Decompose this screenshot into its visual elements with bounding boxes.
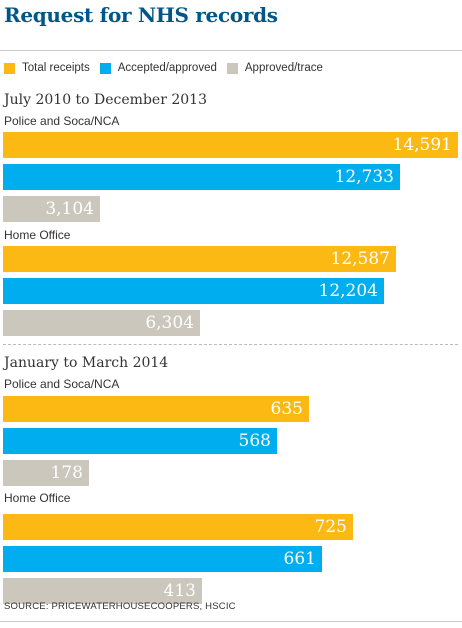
bar-total-receipts-home-office: 725 xyxy=(3,514,353,540)
bar-value-label: 725 xyxy=(314,517,347,537)
source-note: SOURCE: PRICEWATERHOUSECOOPERS, HSCIC xyxy=(4,601,236,612)
chart-title: Request for NHS records xyxy=(4,3,278,27)
bottom-rule xyxy=(0,621,462,622)
legend: Total receipts Accepted/approved Approve… xyxy=(4,62,333,74)
period-title-2: January to March 2014 xyxy=(4,355,169,371)
bar-accepted-approved-police-and-soca-nca: 568 xyxy=(3,428,277,454)
group-label-home-office: Home Office xyxy=(4,228,71,242)
bar-value-label: 413 xyxy=(163,581,196,601)
bar-value-label: 178 xyxy=(50,463,83,483)
bar-accepted-approved-home-office: 661 xyxy=(3,546,322,572)
group-label-home-office: Home Office xyxy=(4,491,71,505)
bar-value-label: 12,733 xyxy=(334,167,394,187)
bar-value-label: 635 xyxy=(270,399,303,419)
legend-swatch-approved-trace xyxy=(226,62,238,74)
legend-item-approved-trace: Approved/trace xyxy=(226,62,323,74)
title-rule xyxy=(0,50,462,51)
bar-value-label: 12,204 xyxy=(318,281,378,301)
bar-value-label: 568 xyxy=(238,431,271,451)
bar-value-label: 661 xyxy=(283,549,316,569)
legend-label-accepted-approved: Accepted/approved xyxy=(117,62,217,74)
bar-approved-trace-police-and-soca-nca: 3,104 xyxy=(3,196,100,222)
bar-total-receipts-police-and-soca-nca: 14,591 xyxy=(3,132,458,158)
bar-value-label: 3,104 xyxy=(45,199,94,219)
legend-swatch-accepted-approved xyxy=(99,62,111,74)
bar-value-label: 14,591 xyxy=(392,135,452,155)
bar-approved-trace-home-office: 6,304 xyxy=(3,310,200,336)
period-title-1: July 2010 to December 2013 xyxy=(4,92,207,108)
bar-value-label: 6,304 xyxy=(145,313,194,333)
legend-label-total-receipts: Total receipts xyxy=(22,62,90,74)
bar-value-label: 12,587 xyxy=(330,249,390,269)
bar-accepted-approved-home-office: 12,204 xyxy=(3,278,384,304)
legend-swatch-total-receipts xyxy=(4,62,15,74)
legend-item-total-receipts: Total receipts xyxy=(4,62,90,74)
section-divider xyxy=(3,344,458,345)
bar-total-receipts-home-office: 12,587 xyxy=(3,246,396,272)
legend-label-approved-trace: Approved/trace xyxy=(244,62,323,74)
bar-approved-trace-home-office: 413 xyxy=(3,578,202,604)
bar-total-receipts-police-and-soca-nca: 635 xyxy=(3,396,309,422)
group-label-police-and-soca-nca: Police and Soca/NCA xyxy=(4,114,120,128)
bar-accepted-approved-police-and-soca-nca: 12,733 xyxy=(3,164,400,190)
group-label-police-and-soca-nca: Police and Soca/NCA xyxy=(4,377,120,391)
bar-approved-trace-police-and-soca-nca: 178 xyxy=(3,460,89,486)
legend-item-accepted-approved: Accepted/approved xyxy=(99,62,217,74)
